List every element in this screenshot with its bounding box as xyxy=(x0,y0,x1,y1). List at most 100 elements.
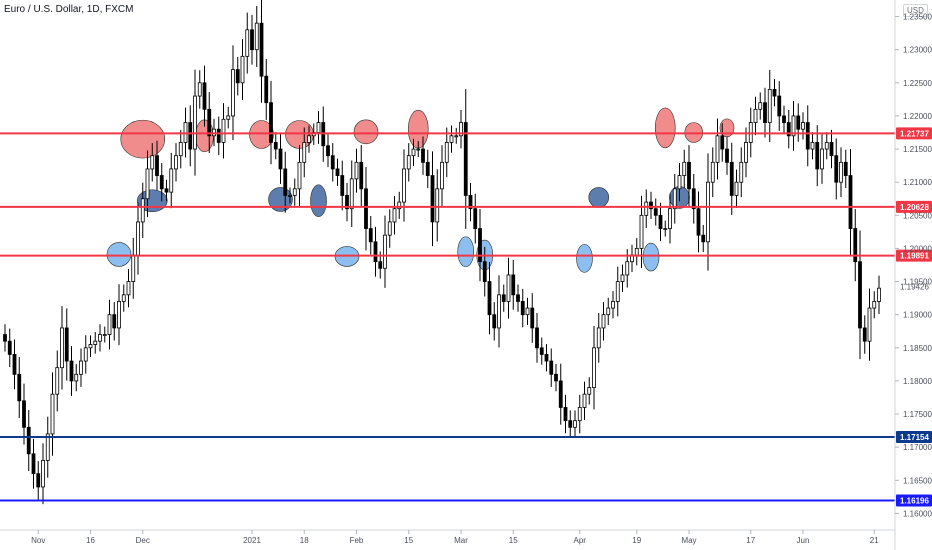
candle-down xyxy=(112,314,117,329)
annotation-ellipse xyxy=(106,242,132,267)
candle-up xyxy=(45,433,50,461)
annotation-ellipse xyxy=(249,120,274,149)
y-tick-label: 1.17500 xyxy=(903,410,932,419)
candle-up xyxy=(316,122,321,133)
candle-up xyxy=(791,115,796,137)
candle-down xyxy=(720,135,725,150)
level-label: 1.19891 xyxy=(900,252,929,261)
candle-up xyxy=(454,135,459,138)
candle-up xyxy=(231,69,235,117)
x-tick-label: Dec xyxy=(136,536,150,545)
candle-up xyxy=(767,89,772,123)
candle-up xyxy=(150,155,155,170)
candle-down xyxy=(516,294,520,302)
candle-up xyxy=(449,135,454,143)
candle-up xyxy=(573,420,577,428)
candle-down xyxy=(473,208,478,229)
candle-up xyxy=(706,181,710,243)
candle-down xyxy=(853,228,858,263)
candle-down xyxy=(815,142,820,170)
y-tick-label: 1.17000 xyxy=(903,443,932,452)
candle-up xyxy=(416,148,421,151)
candle-up xyxy=(615,281,620,302)
annotation-ellipse xyxy=(642,242,660,272)
level-label-box xyxy=(896,127,932,140)
candle-down xyxy=(22,400,26,428)
candle-down xyxy=(468,195,473,210)
candle-up xyxy=(288,195,292,197)
candles xyxy=(3,0,881,505)
candle-down xyxy=(155,155,159,176)
candle-up xyxy=(221,118,226,143)
candle-up xyxy=(397,201,402,210)
candle-up xyxy=(444,142,449,163)
candle-up xyxy=(801,122,805,130)
candle-up xyxy=(197,82,202,97)
candle-down xyxy=(696,208,701,236)
candle-down xyxy=(235,69,240,84)
candle-down xyxy=(36,473,41,488)
candle-down xyxy=(330,155,335,170)
candle-up xyxy=(145,168,150,200)
candle-down xyxy=(31,453,36,475)
x-tick-label: 21 xyxy=(870,536,879,545)
candle-down xyxy=(568,420,573,428)
candle-up xyxy=(810,142,815,150)
candle-down xyxy=(259,22,264,77)
candle-up xyxy=(625,261,630,276)
candle-up xyxy=(226,115,231,120)
y-tick-label: 1.16000 xyxy=(903,509,932,518)
candle-down xyxy=(725,148,729,163)
candle-down xyxy=(202,82,207,110)
candle-down xyxy=(368,228,373,243)
candle-down xyxy=(359,161,364,190)
candle-down xyxy=(492,314,497,329)
candle-up xyxy=(387,221,392,236)
currency-badge[interactable]: USD xyxy=(903,4,928,17)
candle-up xyxy=(744,142,748,163)
candle-up xyxy=(596,327,601,349)
candle-up xyxy=(349,178,354,210)
candle-up xyxy=(411,148,416,157)
candle-up xyxy=(824,142,829,150)
candle-up xyxy=(877,287,881,302)
candle-down xyxy=(64,327,69,362)
candle-up xyxy=(758,102,763,110)
y-tick-label: 1.20000 xyxy=(903,244,932,253)
candle-up xyxy=(406,155,411,170)
candle-up xyxy=(611,301,615,309)
candle-up xyxy=(117,301,121,329)
candle-up xyxy=(131,254,136,282)
candle-up xyxy=(525,307,530,316)
candle-down xyxy=(786,122,791,137)
candle-up xyxy=(79,360,83,375)
candle-up xyxy=(302,142,307,163)
candle-down xyxy=(687,161,691,190)
candle-up xyxy=(292,188,297,196)
candle-down xyxy=(278,148,283,170)
candle-down xyxy=(373,241,378,263)
candle-down xyxy=(554,373,558,382)
y-tick-label: 1.18000 xyxy=(903,377,932,386)
candle-down xyxy=(701,234,706,243)
x-tick-label: Jun xyxy=(797,536,810,545)
candle-down xyxy=(777,95,782,117)
y-tick-label: 1.16500 xyxy=(903,476,932,485)
candle-up xyxy=(739,161,744,183)
candle-down xyxy=(216,128,221,143)
candle-down xyxy=(283,168,288,196)
candle-up xyxy=(41,460,45,488)
candle-up xyxy=(867,307,872,342)
candle-up xyxy=(193,95,197,150)
candle-up xyxy=(178,142,183,157)
candle-up xyxy=(297,161,302,190)
candle-up xyxy=(107,314,112,335)
candle-up xyxy=(136,221,140,256)
candle-down xyxy=(425,161,430,176)
candle-up xyxy=(710,161,715,183)
annotation-ellipse xyxy=(576,244,593,273)
candle-up xyxy=(753,108,758,123)
x-tick-label: 15 xyxy=(509,536,518,545)
x-tick-label: 16 xyxy=(86,536,95,545)
